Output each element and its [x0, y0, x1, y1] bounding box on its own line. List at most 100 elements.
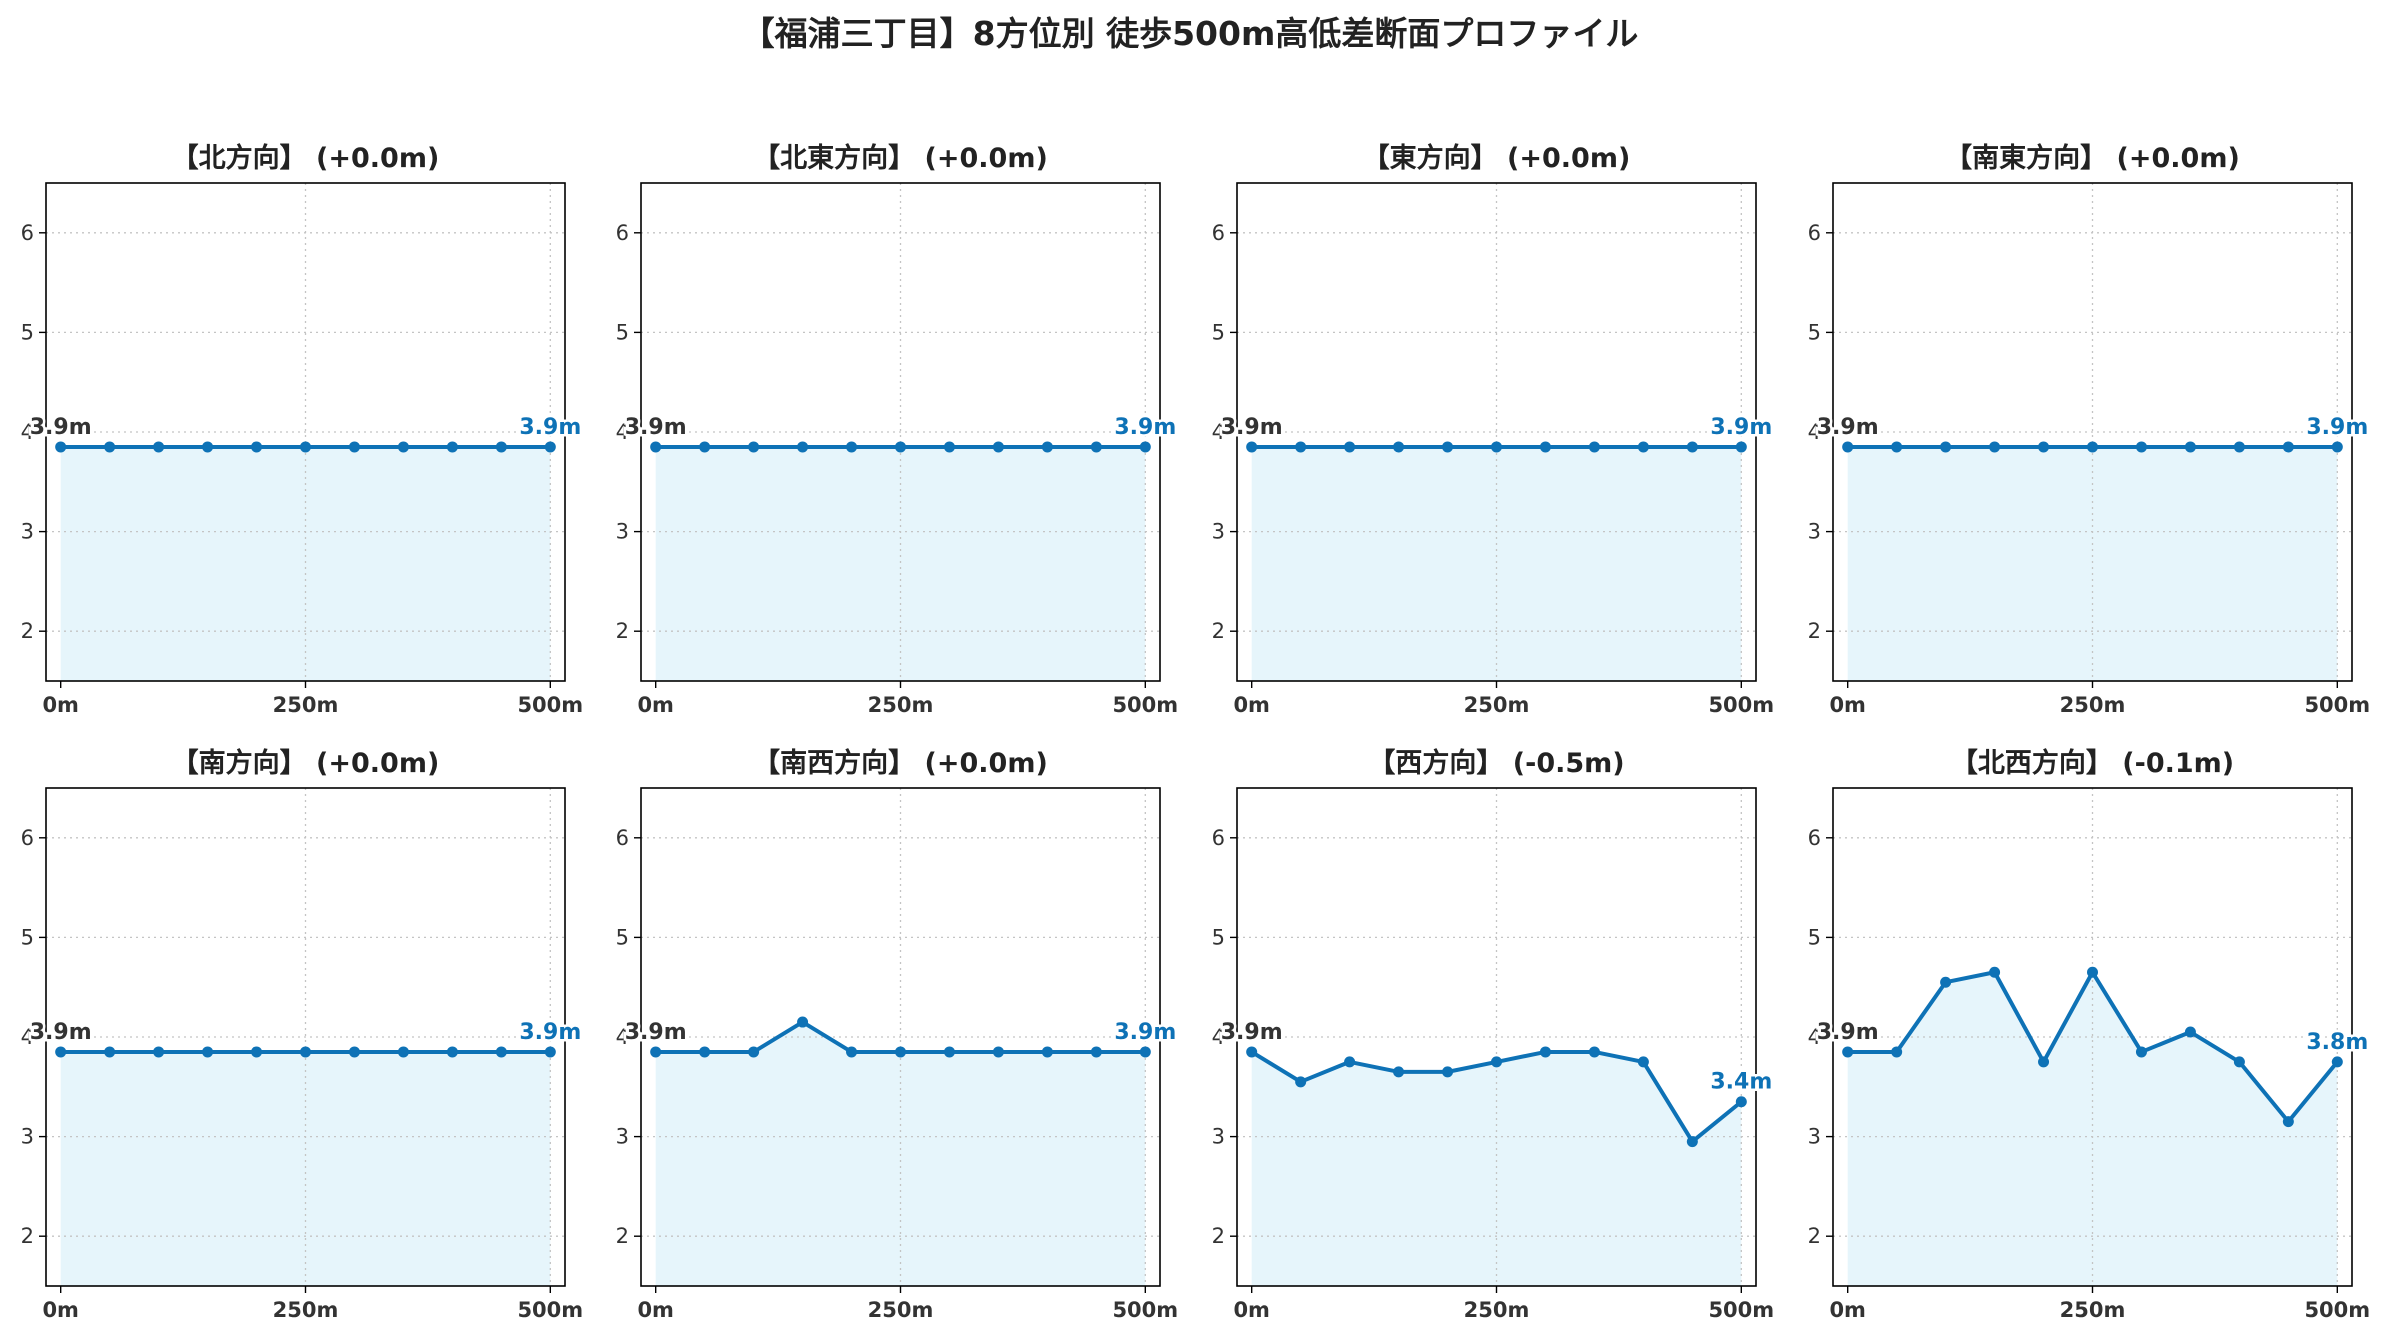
y-tick-label: 4	[616, 1025, 629, 1049]
data-point	[1491, 441, 1502, 453]
end-value-label: 3.9m	[519, 1020, 581, 1045]
data-point	[1090, 441, 1102, 453]
x-tick-label: 500m	[1112, 1298, 1178, 1322]
data-point	[397, 441, 409, 453]
data-point	[943, 441, 955, 453]
data-point	[1637, 441, 1649, 453]
panel-title: 【南方向】 (+0.0m)	[172, 747, 440, 779]
data-point	[544, 441, 556, 453]
data-point	[300, 1046, 311, 1058]
area-fill	[60, 1051, 551, 1286]
data-point	[1842, 1046, 1854, 1058]
panel-7: 【北西方向】 (-0.1m) 2 3 4 5 6 0m 250m 500m 3.9m 3.8m	[1808, 747, 2371, 1322]
data-point	[251, 1046, 263, 1058]
data-point	[55, 441, 67, 453]
data-point	[1539, 441, 1551, 453]
start-value-label: 3.9m	[1817, 415, 1879, 440]
data-point	[153, 1046, 165, 1058]
x-tick-label: 500m	[517, 1298, 583, 1322]
data-point	[202, 441, 214, 453]
data-point	[1539, 1046, 1551, 1058]
x-tick-label: 500m	[1708, 1298, 1774, 1322]
x-tick-label: 0m	[637, 1298, 674, 1322]
data-point	[1295, 1076, 1307, 1088]
end-value-label: 3.9m	[519, 415, 581, 440]
data-point	[748, 441, 760, 453]
data-point	[895, 1046, 906, 1058]
y-tick-label: 6	[1808, 826, 1821, 850]
data-point	[1735, 441, 1747, 453]
data-point	[1344, 441, 1356, 453]
y-tick-label: 2	[1212, 1224, 1225, 1248]
data-point	[1686, 1136, 1698, 1148]
x-tick-label: 0m	[42, 1298, 79, 1322]
panel-title: 【西方向】 (-0.5m)	[1368, 747, 1624, 779]
end-value-label: 3.9m	[1114, 415, 1176, 440]
data-point	[1989, 441, 2001, 453]
data-point	[1891, 441, 1903, 453]
data-point	[1442, 1066, 1454, 1078]
data-point	[1491, 1056, 1502, 1068]
y-tick-label: 4	[21, 420, 34, 444]
y-tick-label: 6	[1212, 221, 1225, 245]
y-tick-label: 5	[1212, 320, 1225, 344]
data-point	[1989, 966, 2001, 978]
data-point	[1295, 441, 1307, 453]
end-value-label: 3.8m	[2306, 1030, 2368, 1055]
y-tick-label: 4	[616, 420, 629, 444]
data-point	[1588, 441, 1600, 453]
data-point	[2135, 441, 2147, 453]
y-tick-label: 2	[1212, 619, 1225, 643]
data-point	[2331, 1056, 2343, 1068]
data-point	[2233, 1056, 2245, 1068]
panel-1: 【北東方向】 (+0.0m) 2 3 4 5 6 0m 250m 500m 3.9m 3.9m	[616, 142, 1179, 717]
area-fill	[1847, 972, 2338, 1286]
panel-title: 【北西方向】 (-0.1m)	[1951, 747, 2234, 779]
y-tick-label: 3	[616, 520, 629, 544]
y-tick-label: 6	[616, 826, 629, 850]
y-tick-label: 3	[1212, 520, 1225, 544]
area-fill	[1847, 446, 2338, 681]
data-point	[495, 441, 507, 453]
data-point	[104, 1046, 116, 1058]
y-tick-label: 6	[1808, 221, 1821, 245]
x-tick-label: 0m	[1829, 1298, 1866, 1322]
end-value-label: 3.9m	[1114, 1020, 1176, 1045]
y-tick-label: 2	[1808, 619, 1821, 643]
data-point	[446, 1046, 458, 1058]
y-tick-label: 5	[1808, 925, 1821, 949]
data-point	[55, 1046, 67, 1058]
y-tick-label: 3	[1808, 1125, 1821, 1149]
panel-0: 【北方向】 (+0.0m) 2 3 4 5 6 0m 250m 500m 3.9m 3.9m	[21, 142, 584, 717]
panel-2: 【東方向】 (+0.0m) 2 3 4 5 6 0m 250m 500m 3.9m 3.9m	[1212, 142, 1775, 717]
y-tick-label: 2	[616, 619, 629, 643]
panel-title: 【南西方向】 (+0.0m)	[753, 747, 1048, 779]
data-point	[1735, 1096, 1747, 1108]
data-point	[544, 1046, 556, 1058]
x-tick-label: 500m	[2304, 1298, 2370, 1322]
data-point	[1842, 441, 1854, 453]
data-point	[1139, 1046, 1151, 1058]
y-tick-label: 2	[21, 1224, 34, 1248]
data-point	[699, 441, 711, 453]
x-tick-label: 0m	[1233, 1298, 1270, 1322]
end-value-label: 3.9m	[1710, 415, 1772, 440]
panel-6: 【西方向】 (-0.5m) 2 3 4 5 6 0m 250m 500m 3.9m 3.4m	[1212, 747, 1775, 1322]
area-fill	[1251, 446, 1742, 681]
data-point	[397, 1046, 409, 1058]
y-tick-label: 5	[616, 925, 629, 949]
start-value-label: 3.9m	[625, 1020, 687, 1045]
data-point	[2038, 1056, 2050, 1068]
y-tick-label: 3	[21, 520, 34, 544]
data-point	[992, 441, 1004, 453]
area-fill	[655, 446, 1146, 681]
data-point	[1686, 441, 1698, 453]
panel-5: 【南西方向】 (+0.0m) 2 3 4 5 6 0m 250m 500m 3.9m 3.9m	[616, 747, 1179, 1322]
y-tick-label: 6	[21, 826, 34, 850]
data-point	[2282, 1116, 2294, 1128]
data-point	[1442, 441, 1454, 453]
data-point	[1637, 1056, 1649, 1068]
x-tick-label: 0m	[42, 693, 79, 717]
panel-title: 【南東方向】 (+0.0m)	[1945, 142, 2240, 174]
